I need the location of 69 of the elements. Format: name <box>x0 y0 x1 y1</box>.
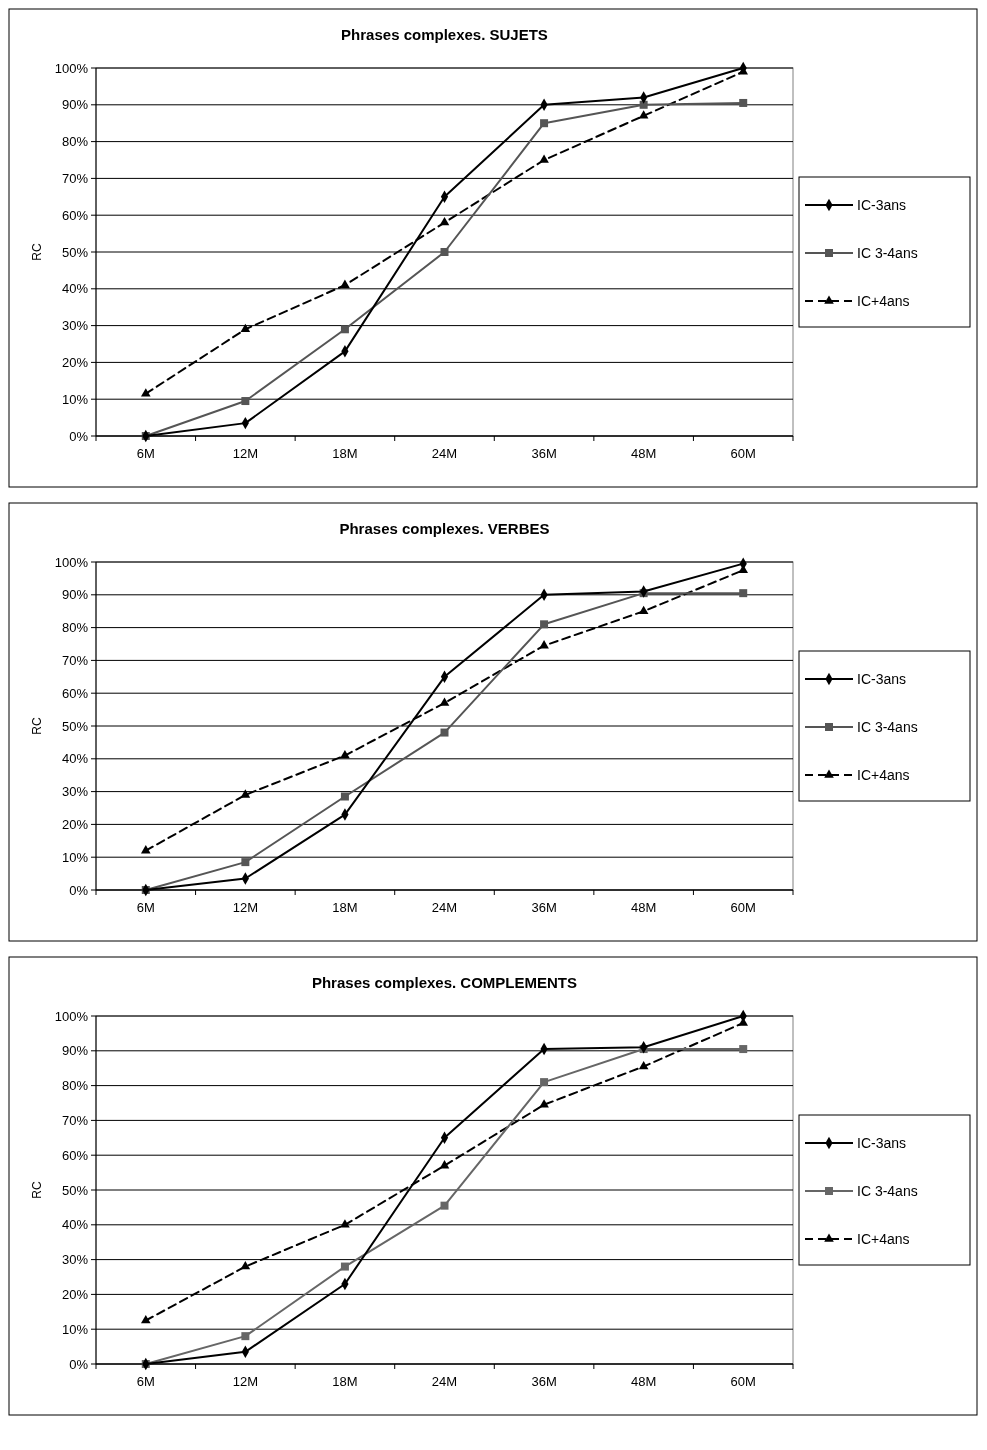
x-tick-label: 18M <box>332 446 358 461</box>
legend-label: IC+4ans <box>857 766 910 783</box>
x-tick-label: 6M <box>136 900 155 915</box>
y-tick-label: 70% <box>61 170 89 186</box>
y-tick-label: 10% <box>61 391 89 407</box>
x-tick-label: 6M <box>136 446 155 461</box>
y-tick-label: 50% <box>61 718 89 734</box>
x-tick-label: 24M <box>431 1374 458 1389</box>
legend-label: IC+4ans <box>857 1230 910 1247</box>
y-tick-label: 80% <box>61 620 89 636</box>
chart-title: Phrases complexes. VERBES <box>339 520 550 537</box>
legend-label: IC+4ans <box>857 292 910 309</box>
y-axis-title: RC <box>30 717 44 735</box>
y-tick-label: 80% <box>61 1078 89 1094</box>
x-tick-label: 36M <box>531 446 557 461</box>
y-tick-label: 90% <box>61 1043 89 1059</box>
x-tick-label: 36M <box>531 1374 557 1389</box>
x-tick-label: 12M <box>232 1374 259 1389</box>
legend-label: IC-3ans <box>857 1134 907 1151</box>
y-tick-label: 100% <box>54 60 89 76</box>
x-tick-label: 48M <box>630 900 657 915</box>
legend-label: IC-3ans <box>857 670 907 687</box>
y-axis-title: RC <box>30 1181 44 1199</box>
y-tick-label: 10% <box>61 1321 89 1337</box>
legend-label: IC-3ans <box>857 196 907 213</box>
y-tick-label: 20% <box>61 816 89 832</box>
x-tick-label: 24M <box>431 446 458 461</box>
y-tick-label: 30% <box>61 784 89 800</box>
x-tick-label: 6M <box>136 1374 155 1389</box>
x-tick-label: 18M <box>332 1374 358 1389</box>
x-tick-label: 12M <box>232 446 259 461</box>
x-tick-label: 48M <box>630 446 657 461</box>
y-tick-label: 20% <box>61 1286 89 1302</box>
legend-label: IC 3-4ans <box>857 718 918 735</box>
y-tick-label: 60% <box>61 207 89 223</box>
y-tick-label: 40% <box>61 281 89 297</box>
y-tick-label: 0% <box>69 882 89 898</box>
y-tick-label: 0% <box>69 1356 89 1372</box>
y-axis-title: RC <box>30 243 44 261</box>
y-tick-label: 50% <box>61 1182 89 1198</box>
y-tick-label: 30% <box>61 318 89 334</box>
y-tick-label: 100% <box>54 1008 89 1024</box>
x-tick-label: 48M <box>630 1374 657 1389</box>
y-tick-label: 50% <box>61 244 89 260</box>
legend-label: IC 3-4ans <box>857 1182 918 1199</box>
y-tick-label: 30% <box>61 1252 89 1268</box>
y-tick-label: 60% <box>61 685 89 701</box>
x-tick-label: 36M <box>531 900 557 915</box>
y-tick-label: 10% <box>61 849 89 865</box>
chart-title: Phrases complexes. COMPLEMENTS <box>311 974 578 991</box>
legend-label: IC 3-4ans <box>857 244 918 261</box>
y-tick-label: 80% <box>61 134 89 150</box>
y-tick-label: 90% <box>61 587 89 603</box>
y-tick-label: 40% <box>61 1217 89 1233</box>
x-tick-label: 60M <box>730 900 756 915</box>
y-tick-label: 20% <box>61 354 89 370</box>
chart-title: Phrases complexes. SUJETS <box>341 26 548 43</box>
x-tick-label: 18M <box>332 900 358 915</box>
x-tick-label: 12M <box>232 900 259 915</box>
x-tick-label: 60M <box>730 446 756 461</box>
y-tick-label: 70% <box>61 1112 89 1128</box>
y-tick-label: 60% <box>61 1147 89 1163</box>
x-tick-label: 60M <box>730 1374 756 1389</box>
y-tick-label: 90% <box>61 97 89 113</box>
y-tick-label: 40% <box>61 751 89 767</box>
x-tick-label: 24M <box>431 900 458 915</box>
y-tick-label: 70% <box>61 652 89 668</box>
y-tick-label: 100% <box>54 554 89 570</box>
y-tick-label: 0% <box>69 428 89 444</box>
